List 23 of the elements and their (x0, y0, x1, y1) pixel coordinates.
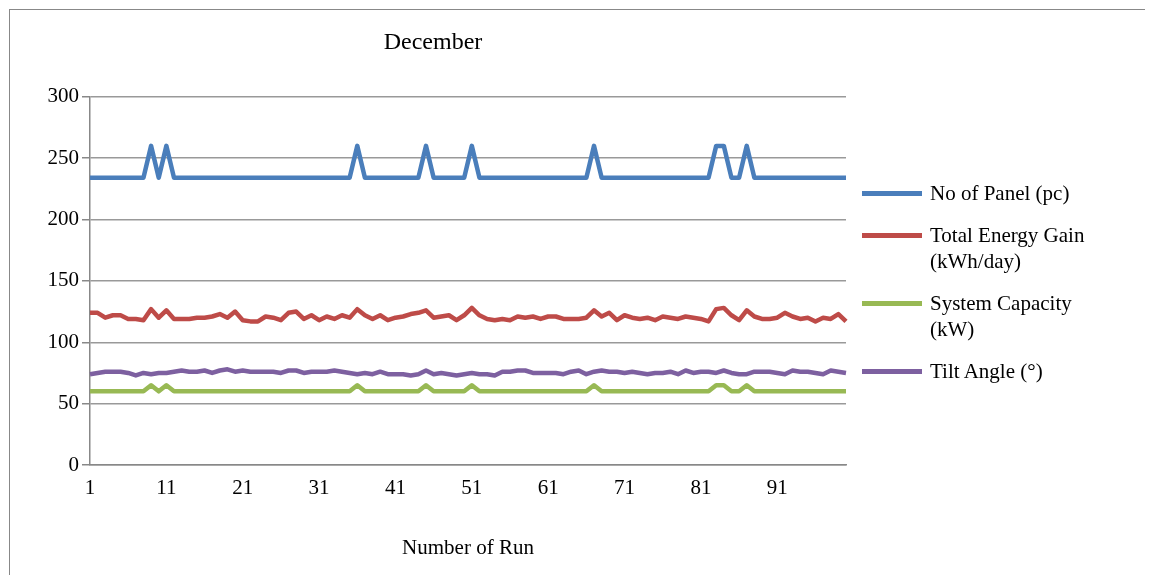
y-tick-label: 50 (58, 390, 79, 415)
chart-title: December (383, 27, 483, 54)
x-tick-label: 11 (156, 475, 177, 500)
x-tick-label: 71 (614, 475, 636, 500)
legend-label: No of Panel (pc) (930, 180, 1071, 206)
legend-label: System Capacity (kW) (930, 290, 1073, 342)
x-tick-label: 61 (537, 475, 559, 500)
y-tick-label: 300 (47, 83, 79, 108)
x-tick-label: 51 (461, 475, 483, 500)
x-tick-label: 91 (766, 475, 788, 500)
y-tick-label: 250 (47, 144, 79, 169)
legend-label: Total Energy Gain (kWh/day) (930, 222, 1086, 274)
y-tick-label: 150 (47, 267, 79, 292)
x-tick-label: 1 (84, 475, 96, 500)
x-axis-title: Number of Run (402, 534, 535, 559)
y-tick-label: 0 (68, 451, 79, 476)
x-tick-label: 21 (232, 475, 254, 500)
y-tick-label: 100 (47, 328, 79, 353)
x-tick-label: 81 (690, 475, 712, 500)
legend-label: Tilt Angle (°) (930, 358, 1044, 384)
x-tick-label: 31 (308, 475, 330, 500)
x-tick-label: 41 (384, 475, 406, 500)
y-tick-label: 200 (47, 206, 79, 231)
